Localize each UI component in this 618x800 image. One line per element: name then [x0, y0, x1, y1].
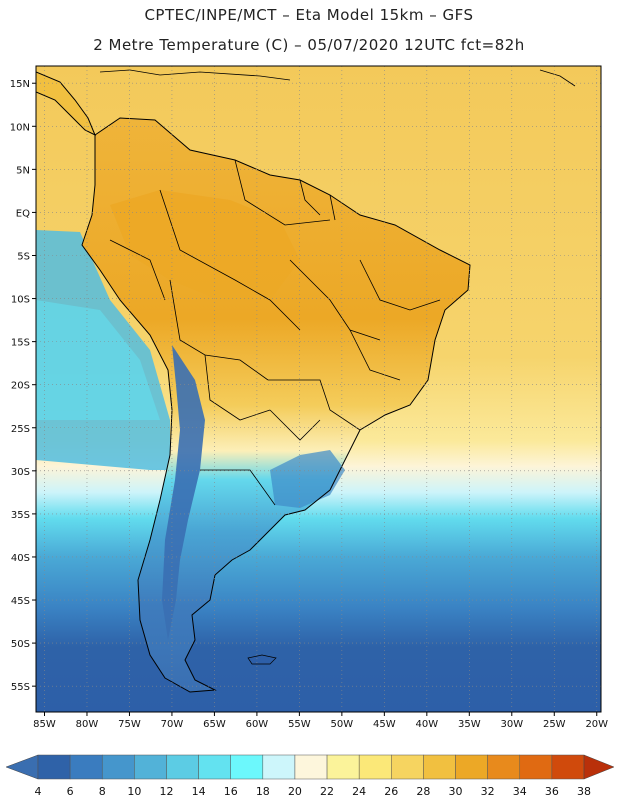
colorbar-label: 24	[352, 785, 366, 798]
colorbar-label: 28	[416, 785, 430, 798]
longitude-label: 85W	[33, 719, 56, 730]
pacific-cyan-band	[36, 300, 160, 420]
amazon-hot-region	[110, 190, 300, 300]
colorbar-swatch	[519, 754, 553, 780]
colorbar-swatch	[230, 754, 264, 780]
latitude-label: 55S	[11, 682, 30, 693]
falkland-islands	[247, 654, 277, 665]
colorbar-label: 8	[99, 785, 106, 798]
colorbar-label: 38	[577, 785, 591, 798]
colorbar-swatch	[198, 754, 231, 780]
colorbar-swatch	[69, 754, 103, 780]
colorbar-label: 12	[159, 785, 173, 798]
longitude-label: 60W	[246, 719, 269, 730]
latitude-label: 30S	[11, 467, 30, 478]
colorbar-low-arrow	[5, 754, 39, 780]
colorbar-swatch	[551, 754, 585, 780]
colorbar-label: 10	[127, 785, 141, 798]
colorbar-swatch	[455, 754, 488, 780]
colorbar-label: 34	[513, 785, 527, 798]
colorbar-high-arrow	[583, 754, 615, 780]
colorbar-label: 6	[67, 785, 74, 798]
colorbar-swatch	[166, 754, 199, 780]
longitude-label: 35W	[458, 719, 481, 730]
colorbar-label: 30	[449, 785, 463, 798]
colorbar-label: 32	[481, 785, 495, 798]
colorbar-label: 14	[192, 785, 206, 798]
colorbar-label: 26	[384, 785, 398, 798]
longitude-label: 55W	[288, 719, 311, 730]
colorbar-label: 22	[320, 785, 334, 798]
latitude-label: 15N	[10, 79, 30, 90]
longitude-label: 75W	[118, 719, 141, 730]
map-title: CPTEC/INPE/MCT – Eta Model 15km – GFS	[144, 6, 474, 24]
colorbar-swatch	[423, 754, 456, 780]
latitude-label: EQ	[16, 208, 30, 219]
longitude-label: 65W	[203, 719, 226, 730]
colorbar-swatch	[37, 754, 71, 780]
latitude-label: 40S	[11, 553, 30, 564]
longitude-label: 70W	[161, 719, 184, 730]
colorbar-label: 36	[545, 785, 559, 798]
latitude-label: 15S	[11, 338, 30, 349]
colorbar-swatch	[326, 754, 360, 780]
andes-cold-ridge	[162, 345, 205, 640]
latitude-label: 5S	[17, 251, 30, 262]
colorbar-label: 4	[35, 785, 42, 798]
colorbar-label: 16	[224, 785, 238, 798]
longitude-label: 80W	[76, 719, 99, 730]
colorbar-swatch	[487, 754, 521, 780]
caribbean-islands	[99, 69, 576, 87]
colorbar-label: 20	[288, 785, 302, 798]
latitude-label: 10N	[10, 122, 30, 133]
colorbar: 4 6 8 10 12 14 16 18 20 22 24 26 28 30 32 34 36 38	[5, 754, 615, 798]
latitude-label: 10S	[11, 295, 30, 306]
longitude-label: 40W	[416, 719, 439, 730]
latitude-label: 5N	[16, 165, 30, 176]
latitude-axis: 15N 10N 5N EQ 5S 10S 15S 20S 25S 30S 35S 40S 45S 50S 5…	[10, 79, 36, 693]
colorbar-swatch	[101, 754, 135, 780]
central-america	[36, 71, 96, 137]
latitude-label: 45S	[11, 596, 30, 607]
colorbar-swatch	[358, 754, 392, 780]
longitude-label: 45W	[373, 719, 396, 730]
longitude-label: 20W	[585, 719, 608, 730]
coastline	[81, 117, 471, 693]
colorbar-swatch	[262, 754, 296, 780]
colorbar-swatch	[391, 754, 424, 780]
latitude-label: 35S	[11, 510, 30, 521]
latitude-label: 20S	[11, 381, 30, 392]
map-frame	[35, 65, 602, 713]
longitude-label: 50W	[331, 719, 354, 730]
colorbar-label: 18	[256, 785, 270, 798]
map-subtitle: 2 Metre Temperature (C) – 05/07/2020 12U…	[93, 36, 525, 54]
latitude-label: 50S	[11, 639, 30, 650]
colorbar-swatch	[134, 754, 167, 780]
longitude-axis: 85W 80W 75W 70W 65W 60W 55W 50W 45W 40W 35W 30W 25W 2…	[33, 712, 608, 730]
longitude-label: 30W	[500, 719, 523, 730]
longitude-label: 25W	[543, 719, 566, 730]
latitude-label: 25S	[11, 424, 30, 435]
colorbar-swatch	[294, 754, 328, 780]
